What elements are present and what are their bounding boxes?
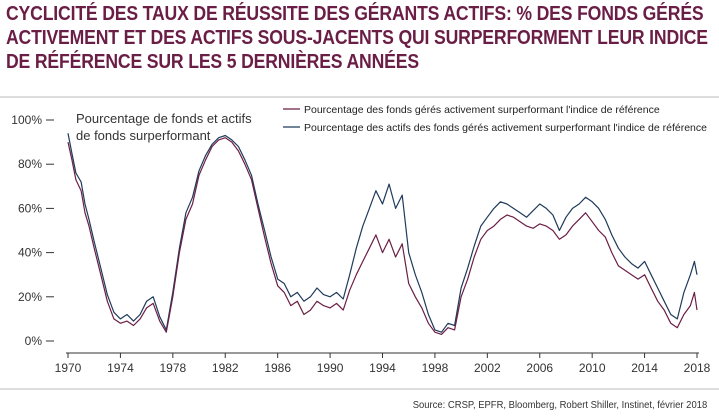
- series-line-assets: [67, 133, 698, 333]
- x-tick-label: 1978: [159, 361, 186, 375]
- x-tick-label: 2006: [526, 361, 553, 375]
- chart-title-line-2: ACTIVEMENT ET DES ACTIFS SOUS-JACENTS QU…: [6, 26, 708, 49]
- legend-label-funds: Pourcentage des fonds gérés activement s…: [304, 104, 660, 116]
- legend-label-assets: Pourcentage des actifs des fonds gérés a…: [304, 122, 707, 134]
- x-tick-label: 1986: [264, 361, 291, 375]
- y-tick-label: 0%: [25, 334, 43, 348]
- x-tick-label: 1994: [369, 361, 396, 375]
- x-tick-label: 1998: [422, 361, 449, 375]
- y-tick-label: 100%: [11, 113, 42, 127]
- x-tick-label: 1990: [317, 361, 344, 375]
- x-tick-label: 1974: [107, 361, 134, 375]
- x-tick-label: 2002: [474, 361, 501, 375]
- x-tick-label: 1982: [212, 361, 239, 375]
- y-axis-label-line-1: Pourcentage de fonds et actifs: [76, 111, 252, 126]
- chart-title: CYCLICITÉ DES TAUX DE RÉUSSITE DES GÉRAN…: [6, 2, 708, 74]
- source-note: Source: CRSP, EPFR, Bloomberg, Robert Sh…: [412, 399, 707, 411]
- series-line-funds: [67, 137, 698, 335]
- y-axis: 0% 20% 40% 60% 80% 100%: [11, 113, 54, 348]
- x-tick-label: 2018: [684, 361, 711, 375]
- y-tick-label: 20%: [18, 290, 42, 304]
- y-tick-label: 40%: [18, 246, 42, 260]
- y-tick-label: 60%: [18, 201, 42, 215]
- y-tick-label: 80%: [18, 157, 42, 171]
- legend: Pourcentage des fonds gérés activement s…: [283, 104, 707, 134]
- chart-title-line-1: CYCLICITÉ DES TAUX DE RÉUSSITE DES GÉRAN…: [6, 2, 704, 25]
- x-tick-label: 2014: [631, 361, 658, 375]
- series-layer: [67, 133, 698, 335]
- x-axis: 1970 1974 1978 1982 1986 1990 1994 1998 2002 2006…: [55, 352, 711, 375]
- chart-title-line-3: DE RÉFÉRENCE SUR LES 5 DERNIÈRES ANNÉES: [6, 50, 419, 73]
- y-axis-label-line-2: de fonds surperformant: [76, 128, 211, 143]
- x-tick-label: 1970: [55, 361, 82, 375]
- x-tick-label: 2010: [579, 361, 606, 375]
